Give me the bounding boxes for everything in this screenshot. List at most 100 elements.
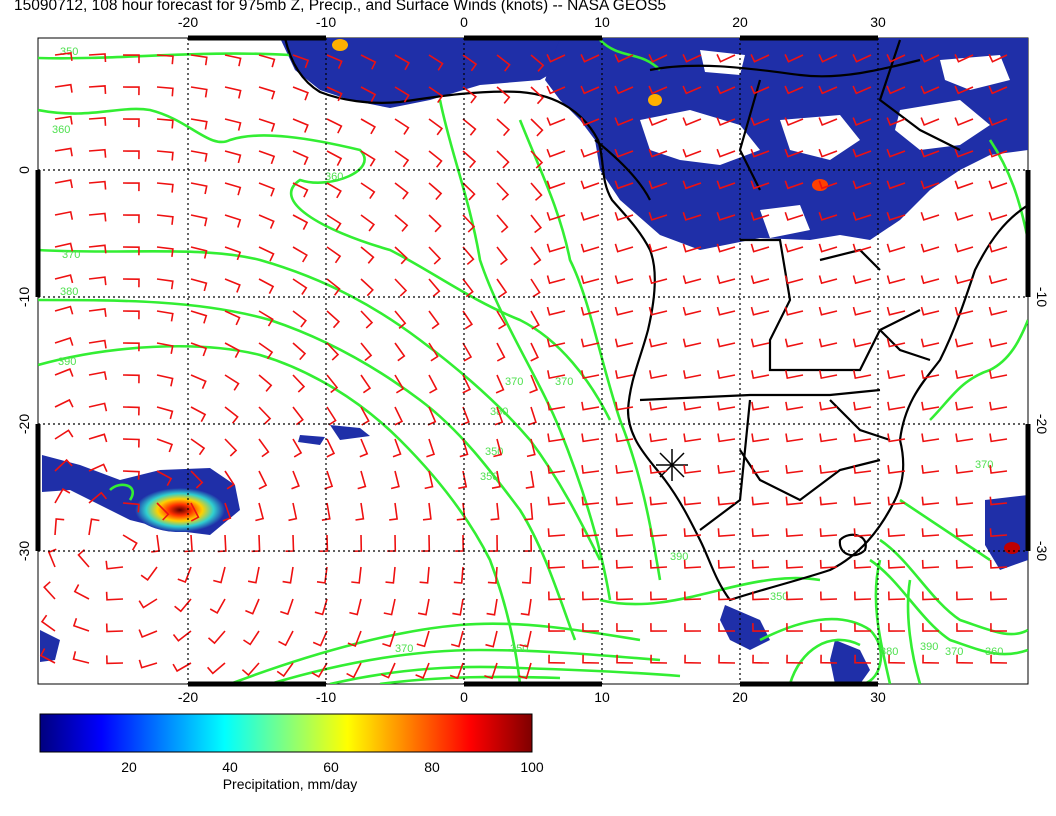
wind-barb <box>989 370 1008 380</box>
wind-barb <box>752 654 770 664</box>
wind-barb <box>156 406 174 420</box>
wind-barb <box>784 212 804 221</box>
wind-barb <box>390 470 400 490</box>
wind-barb <box>682 338 702 348</box>
lon-label: 20 <box>732 14 748 30</box>
wind-barb <box>122 246 140 256</box>
wind-barb <box>496 246 508 266</box>
wind-barb <box>54 83 73 93</box>
wind-barb <box>490 502 500 521</box>
wind-barb <box>750 212 770 221</box>
wind-barb <box>224 310 241 326</box>
wind-barb <box>886 148 906 158</box>
wind-barb <box>818 117 838 127</box>
colorbar-tick: 100 <box>520 759 544 775</box>
wind-barb <box>156 246 174 258</box>
wind-barb <box>614 117 634 127</box>
wind-barb <box>360 182 376 200</box>
wind-barb <box>784 275 804 285</box>
wind-barb <box>921 370 940 380</box>
wind-barb <box>54 210 74 220</box>
wind-barb <box>258 470 268 490</box>
wind-barb <box>489 534 499 552</box>
wind-barb <box>614 338 634 348</box>
wind-barb <box>156 150 174 161</box>
wind-barb <box>988 180 1008 190</box>
wind-barb <box>156 278 174 290</box>
wind-barb <box>546 243 566 253</box>
wind-barb <box>682 306 702 316</box>
wind-barb <box>530 246 542 266</box>
wind-barb <box>292 438 303 458</box>
wind-barb <box>988 85 1008 95</box>
wind-barb <box>258 182 275 197</box>
wind-barb <box>224 150 242 164</box>
wind-barb <box>462 278 474 298</box>
wind-barb <box>416 630 430 648</box>
wind-barb <box>349 598 362 616</box>
wind-barb <box>920 306 940 316</box>
wind-barb <box>614 54 634 63</box>
wind-barb <box>920 275 940 285</box>
wind-barb <box>485 630 498 648</box>
lon-label: 10 <box>594 14 610 30</box>
wind-barb <box>462 310 474 330</box>
wind-barb <box>682 212 702 221</box>
wind-barb <box>462 150 477 169</box>
wind-barb <box>258 86 276 100</box>
wind-barb <box>684 654 702 664</box>
lat-label: -30 <box>1034 541 1050 561</box>
wind-barb <box>122 310 140 320</box>
wind-barb <box>122 118 140 128</box>
wind-barb <box>682 85 702 95</box>
wind-barb <box>988 243 1008 253</box>
wind-barb <box>615 401 634 411</box>
wind-barb <box>818 275 838 285</box>
wind-barb <box>88 463 108 473</box>
wind-barb <box>648 275 668 285</box>
wind-barb <box>177 566 192 584</box>
wind-barb <box>326 118 343 134</box>
wind-barb <box>615 370 634 380</box>
wind-barb <box>190 406 207 422</box>
wind-barb <box>280 598 294 616</box>
wind-barb <box>921 401 940 411</box>
wind-barb <box>326 214 342 231</box>
wind-barb <box>326 406 337 426</box>
wind-barb <box>530 310 540 330</box>
contour-label: 370 <box>395 643 413 655</box>
wind-barb <box>852 117 872 127</box>
wind-barb <box>360 118 376 135</box>
wind-barb <box>547 401 566 411</box>
wind-barb <box>217 534 227 553</box>
wind-barb <box>546 117 566 127</box>
wind-barb <box>360 214 376 232</box>
wind-barb <box>819 401 838 411</box>
colorbar-tick: 80 <box>424 759 440 775</box>
wind-barb <box>852 85 872 95</box>
wind-barb <box>88 244 107 254</box>
wind-barb <box>887 496 906 506</box>
wind-barb <box>752 591 770 601</box>
wind-barb <box>785 464 804 474</box>
wind-barb <box>989 401 1008 411</box>
contour-label: 370 <box>505 376 523 388</box>
wind-barb <box>156 54 174 65</box>
wind-barb <box>853 401 872 411</box>
wind-barb <box>122 534 138 551</box>
wind-barb <box>106 655 124 665</box>
wind-barb <box>683 370 702 380</box>
wind-barb <box>312 630 328 647</box>
wind-barb <box>785 370 804 380</box>
wind-barb <box>580 148 600 158</box>
rain-spot <box>332 39 348 51</box>
wind-barb <box>394 214 409 232</box>
wind-barb <box>648 117 668 127</box>
wind-barb <box>518 662 532 680</box>
wind-barb <box>580 243 600 253</box>
contour-label: 370 <box>62 249 80 261</box>
wind-barb <box>954 212 974 221</box>
wind-barb <box>820 623 838 632</box>
lon-labels-bottom: -20 -10 0 10 20 30 <box>178 689 886 705</box>
wind-barb <box>718 654 736 664</box>
